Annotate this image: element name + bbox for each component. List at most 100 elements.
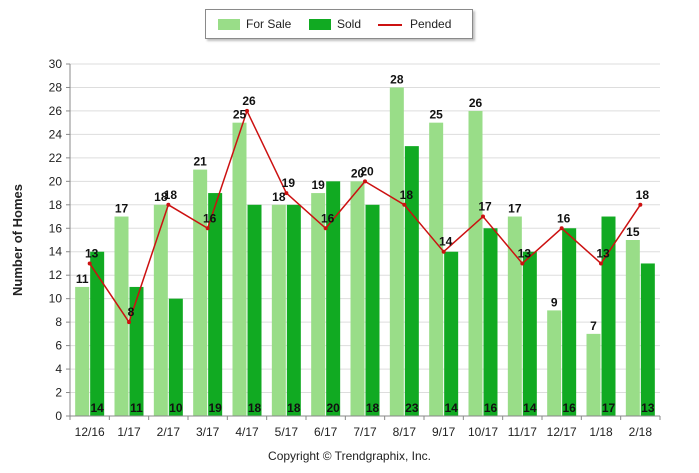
pended-point [87, 261, 92, 266]
data-label-for-sale: 18 [154, 190, 168, 204]
pended-point [481, 214, 485, 219]
data-label-pended: 19 [282, 176, 296, 190]
bar-sold [404, 146, 419, 416]
pended-point [402, 202, 407, 207]
bar-for-sale [625, 240, 640, 416]
x-tick-label: 1/18 [589, 425, 613, 439]
bar-for-sale [311, 193, 326, 416]
y-tick-label: 24 [49, 127, 63, 141]
x-tick-label: 8/17 [393, 425, 417, 439]
data-label-pended: 18 [636, 188, 650, 202]
data-label-sold: 18 [366, 401, 380, 415]
bar-for-sale [232, 122, 247, 417]
pended-point [638, 202, 643, 207]
bar-sold [129, 286, 144, 416]
pended-point [323, 226, 328, 231]
y-tick-label: 0 [55, 409, 62, 423]
pended-point [127, 320, 131, 325]
x-axis-ticks: 12/16 1/17 2/17 3/17 4/17 5/17 6/17 7/17 8/17 9/1… [69, 416, 661, 439]
y-tick-label: 18 [49, 198, 63, 212]
bar-for-sale [350, 181, 365, 416]
data-label-sold: 14 [90, 401, 104, 415]
data-label-pended: 8 [128, 305, 135, 319]
x-tick-label: 12/16 [75, 425, 105, 439]
data-label-sold: 23 [405, 401, 419, 415]
pended-point [205, 226, 210, 231]
x-tick-label: 3/17 [196, 425, 220, 439]
bar-sold [640, 263, 655, 416]
data-label-sold: 20 [326, 401, 340, 415]
legend-swatch-for-sale [218, 19, 240, 30]
pended-point [520, 261, 525, 266]
y-tick-label: 20 [49, 174, 63, 188]
data-label-for-sale: 19 [311, 178, 325, 192]
data-label-sold: 14 [523, 401, 537, 415]
data-label-pended: 16 [321, 211, 335, 225]
pended-point [284, 191, 289, 196]
x-tick-label: 7/17 [353, 425, 377, 439]
data-label-pended: 14 [439, 235, 453, 249]
bar-sold [483, 228, 498, 416]
bar-sold [247, 204, 262, 416]
pended-point [559, 226, 564, 231]
x-tick-label: 6/17 [314, 425, 338, 439]
pended-point [245, 108, 249, 113]
data-label-for-sale: 20 [351, 166, 365, 180]
data-label-for-sale: 7 [590, 319, 597, 333]
bar-for-sale [271, 204, 286, 416]
bars [75, 87, 655, 417]
y-axis-label: Number of Homes [10, 184, 25, 296]
bar-for-sale [75, 286, 90, 416]
copyright-text: Copyright © Trendgraphix, Inc. [268, 449, 431, 463]
data-label-for-sale: 25 [429, 108, 443, 122]
data-label-pended: 16 [557, 211, 571, 225]
data-labels: 1114171118102119251818181920201828232514… [76, 72, 655, 415]
y-tick-label: 28 [49, 80, 63, 94]
pended-point [166, 202, 171, 207]
legend-swatch-pended [378, 24, 402, 26]
data-label-for-sale: 21 [193, 155, 207, 169]
y-tick-label: 30 [49, 57, 63, 71]
y-tick-label: 12 [49, 268, 63, 282]
legend-label-for-sale: For Sale [246, 17, 292, 31]
bar-for-sale [153, 204, 168, 416]
data-label-sold: 18 [248, 401, 262, 415]
bar-sold [208, 193, 223, 416]
legend-label-pended: Pended [410, 17, 452, 31]
data-label-pended: 20 [360, 164, 374, 178]
y-tick-label: 2 [55, 386, 62, 400]
y-tick-label: 8 [55, 315, 62, 329]
x-tick-label: 11/17 [508, 425, 537, 439]
pended-point [363, 179, 367, 184]
x-tick-label: 2/18 [629, 425, 653, 439]
data-label-for-sale: 17 [508, 202, 522, 216]
x-tick-label: 1/17 [117, 425, 141, 439]
legend-label-sold: Sold [337, 17, 362, 31]
data-label-pended: 13 [596, 246, 610, 260]
data-label-for-sale: 15 [626, 225, 640, 239]
data-label-sold: 11 [130, 401, 143, 415]
data-label-for-sale: 11 [76, 272, 89, 286]
x-tick-label: 4/17 [235, 425, 259, 439]
data-label-pended: 18 [164, 188, 178, 202]
pended-point [441, 249, 446, 254]
bar-for-sale [429, 122, 444, 417]
data-label-pended: 13 [85, 246, 99, 260]
pended-line [87, 108, 643, 325]
data-label-sold: 16 [484, 401, 498, 415]
data-label-for-sale: 17 [115, 202, 129, 216]
bar-for-sale [389, 87, 404, 416]
data-label-for-sale: 28 [390, 72, 404, 86]
legend: For Sale Sold Pended [205, 9, 473, 39]
bar-for-sale [114, 216, 129, 416]
data-label-sold: 16 [562, 401, 576, 415]
data-label-sold: 19 [208, 401, 222, 415]
bar-for-sale [507, 216, 522, 416]
y-tick-label: 22 [49, 151, 63, 165]
data-label-sold: 14 [444, 401, 458, 415]
bar-for-sale [547, 310, 562, 416]
data-label-sold: 13 [641, 401, 655, 415]
data-label-for-sale: 18 [272, 190, 286, 204]
data-label-sold: 10 [169, 401, 183, 415]
